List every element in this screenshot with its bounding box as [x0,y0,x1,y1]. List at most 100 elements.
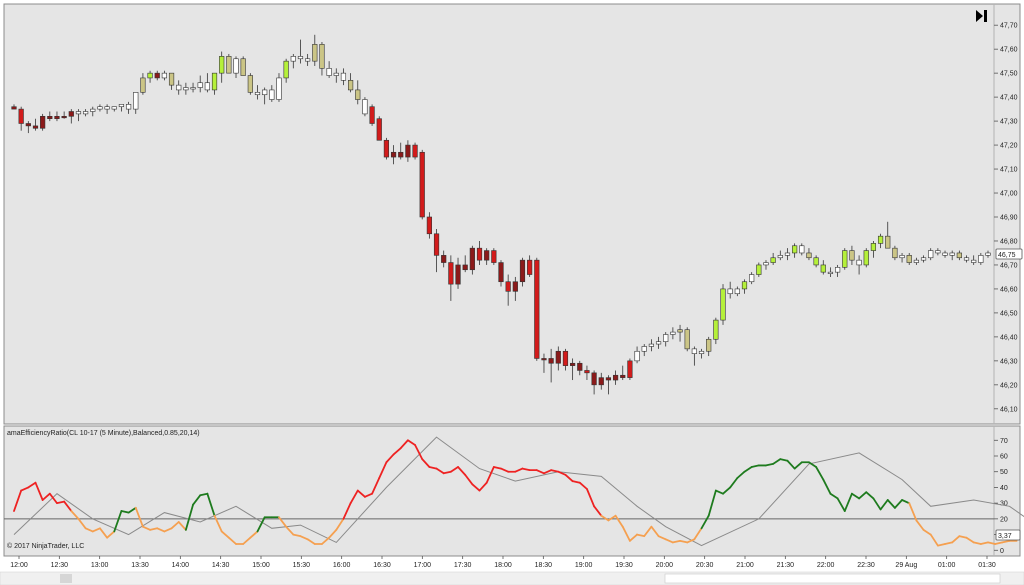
candle [756,262,762,277]
time-tick-label: 17:00 [414,562,432,569]
navigate-end-triangle [976,10,983,22]
efficiency-ratio-segment [220,530,230,539]
candle-body [333,72,339,76]
scrollbar-thumb[interactable] [664,573,1001,584]
candle [670,327,676,340]
time-tick-label: 18:00 [494,562,512,569]
indicator-tick-label: 40 [1000,485,1008,492]
candle-body [691,348,697,354]
candle [40,113,46,131]
candle-body [340,72,347,81]
candle [512,276,518,301]
candle [698,348,705,359]
candle [663,332,669,347]
scrollbar-left-button[interactable] [60,574,72,583]
candle-body [369,106,375,124]
efficiency-ratio-segment [177,521,187,531]
candle [290,53,296,69]
candle [75,109,82,122]
candle [147,70,153,83]
candle-body [83,111,89,115]
efficiency-ratio-segment [199,492,209,497]
efficiency-ratio-segment [184,503,194,531]
candle-body [627,360,633,378]
candle-body [620,374,626,378]
efficiency-ratio-segment [779,458,789,462]
candle [90,106,96,117]
candle [727,281,733,299]
price-panel[interactable] [3,3,1021,425]
candle [118,104,125,112]
candle-body [90,108,96,112]
price-tick-label: 47,70 [1000,23,1018,30]
efficiency-ratio-segment [929,533,939,547]
time-tick-label: 12:30 [51,562,69,569]
time-axis: 12:00 12:30 13:00 13:30 14:00 14:30 15:00 15:30… [10,556,996,569]
efficiency-ratio-segment [908,502,918,522]
efficiency-ratio-segment [643,525,653,538]
candle-body [777,255,783,259]
candle-body [140,77,146,93]
candle-body [405,144,411,158]
efficiency-ratio-segment [750,464,760,468]
time-tick-label: 19:30 [615,562,633,569]
time-tick-label: 01:00 [938,562,956,569]
price-tick-label: 47,20 [1000,143,1018,150]
efficiency-ratio-segment [91,527,101,533]
candle-body [849,250,855,261]
price-tick-label: 46,70 [1000,262,1018,269]
price-axis: 47,70 47,60 47,50 47,40 47,30 47,20 47,10 47,00… [994,23,1018,413]
candle [527,255,533,277]
candle [32,118,39,131]
time-tick-label: 29 Aug [895,562,917,569]
candles [11,34,991,395]
candle [749,272,755,285]
candle-body [211,72,218,91]
indicator-panel[interactable] [3,425,1021,557]
indicator-last-marker: 3,37 [995,529,1021,541]
candle-body [612,374,619,381]
candle [562,348,569,371]
candle [870,240,877,258]
candle [398,142,404,160]
price-tick-label: 47,50 [1000,71,1018,78]
efficiency-ratio-segment [321,536,331,545]
copyright-text: © 2017 NinjaTrader, LLC [7,542,84,550]
indicator-tick-label: 30 [1000,501,1008,508]
efficiency-ratio-segment [192,494,202,506]
efficiency-ratio-segment [743,466,753,473]
time-tick-label: 19:00 [575,562,593,569]
candle-body [18,108,24,124]
efficiency-ratio-segment [428,466,438,470]
candle-body [570,362,576,366]
candle-body [713,319,719,340]
candle [584,365,590,381]
candle-body [985,252,991,256]
navigate-end-icon[interactable] [973,8,989,24]
candle [763,260,769,270]
candle-body [219,56,225,74]
time-tick-label: 20:30 [696,562,714,569]
time-tick-label: 20:00 [656,562,674,569]
candle [734,286,740,297]
candle [240,56,246,76]
indicator-tick-label: 20 [1000,516,1008,523]
candle [390,145,397,165]
candle [419,149,425,220]
efficiency-ratio-segment [965,536,975,544]
candle [340,68,347,86]
candle [140,73,146,95]
efficiency-ratio-segment [442,470,452,475]
candle-body [455,264,461,285]
candle [505,274,511,306]
time-tick-label: 17:30 [454,562,472,569]
candle [283,58,289,83]
candle-body [448,262,454,285]
candle-body [75,111,82,115]
efficiency-ratio-segment [170,521,180,530]
candle [534,257,540,361]
candle-body [147,72,153,79]
efficiency-ratio-segment [335,517,345,531]
price-tick-label: 47,00 [1000,191,1018,198]
